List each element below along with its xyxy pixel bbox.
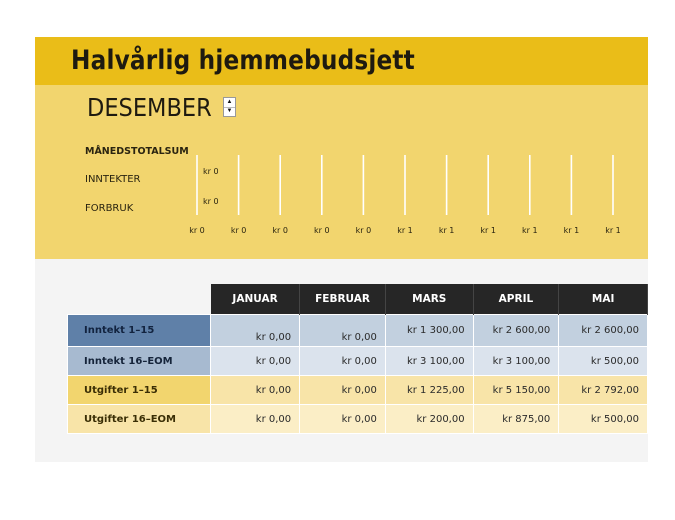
- x-tick-label: kr 1: [564, 226, 580, 235]
- table-cell[interactable]: kr 2 600,00: [558, 314, 648, 347]
- table-cell[interactable]: kr 500,00: [558, 346, 648, 376]
- table-cell[interactable]: kr 2 792,00: [558, 375, 648, 405]
- table-cell[interactable]: kr 0,00: [210, 375, 301, 405]
- x-tick-label: kr 0: [272, 226, 288, 235]
- x-tick-label: kr 1: [605, 226, 621, 235]
- spinner-up-icon[interactable]: ▲: [224, 98, 235, 108]
- table-cell[interactable]: kr 0,00: [299, 375, 386, 405]
- table-cell[interactable]: kr 200,00: [384, 404, 474, 434]
- summary-chart: kr 0 kr 0 kr 0 kr 0 kr 0 kr 1 kr 1 kr 1 kr 1 kr 1…: [189, 155, 621, 235]
- x-tick-label: kr 0: [356, 226, 372, 235]
- corner-cell: [68, 284, 211, 315]
- table-cell[interactable]: kr 0,00: [210, 404, 301, 434]
- table-row: Inntekt 16–EOM kr 0,00 kr 0,00 kr 3 100,…: [66, 346, 648, 376]
- table-cell[interactable]: kr 5 150,00: [472, 375, 560, 405]
- column-header-february[interactable]: FEBRUAR: [299, 284, 386, 315]
- x-tick-label: kr 1: [522, 226, 538, 235]
- table-cell[interactable]: kr 0,00: [299, 404, 386, 434]
- table-cell[interactable]: kr 3 100,00: [472, 346, 560, 376]
- table-row: Utgifter 16–EOM kr 0,00 kr 0,00 kr 200,0…: [66, 404, 648, 434]
- summary-heading: MÅNEDSTOTALSUM: [85, 146, 189, 157]
- table-cell[interactable]: kr 2 600,00: [472, 314, 560, 347]
- budget-table: JANUAR FEBRUAR MARS APRIL MAI Inntekt 1–…: [66, 284, 648, 434]
- budget-sheet: Halvårlig hjemmebudsjett DESEMBER ▲ ▼ MÅ…: [35, 37, 648, 462]
- row-label-expenses-16-eom[interactable]: Utgifter 16–EOM: [66, 404, 212, 434]
- table-row: Utgifter 1–15 kr 0,00 kr 0,00 kr 1 225,0…: [66, 375, 648, 405]
- x-tick-label: kr 0: [231, 226, 247, 235]
- spinner-down-icon[interactable]: ▼: [226, 108, 233, 114]
- month-spinner[interactable]: ▲ ▼: [223, 97, 236, 117]
- summary-band: [35, 85, 648, 259]
- row-label-income-16-eom[interactable]: Inntekt 16–EOM: [66, 346, 212, 376]
- column-header-may[interactable]: MAI: [558, 284, 648, 315]
- income-label: INNTEKTER: [85, 174, 141, 185]
- table-cell[interactable]: kr 1 225,00: [384, 375, 474, 405]
- x-tick-label: kr 0: [314, 226, 330, 235]
- column-header-january[interactable]: JANUAR: [210, 284, 301, 315]
- row-label-income-1-15[interactable]: Inntekt 1–15: [66, 314, 212, 347]
- selected-month[interactable]: DESEMBER: [87, 93, 212, 122]
- table-area: JANUAR FEBRUAR MARS APRIL MAI Inntekt 1–…: [35, 259, 648, 462]
- x-tick-label: kr 1: [397, 226, 413, 235]
- x-tick-label: kr 1: [480, 226, 496, 235]
- row-label-expenses-1-15[interactable]: Utgifter 1–15: [66, 375, 212, 405]
- table-cell[interactable]: kr 500,00: [558, 404, 648, 434]
- x-tick-label: kr 1: [439, 226, 455, 235]
- column-header-april[interactable]: APRIL: [473, 284, 560, 315]
- title-band: Halvårlig hjemmebudsjett: [35, 37, 648, 85]
- table-cell[interactable]: kr 0,00: [299, 346, 386, 376]
- x-tick-label: kr 0: [189, 226, 205, 235]
- page-title: Halvårlig hjemmebudsjett: [71, 45, 415, 76]
- data-label: kr 0: [203, 167, 219, 176]
- column-header-march[interactable]: MARS: [385, 284, 474, 315]
- table-cell[interactable]: kr 0,00: [299, 314, 386, 347]
- table-cell[interactable]: kr 0,00: [210, 314, 301, 347]
- data-label: kr 0: [203, 197, 219, 206]
- table-cell[interactable]: kr 3 100,00: [384, 346, 474, 376]
- table-cell[interactable]: kr 1 300,00: [384, 314, 474, 347]
- table-cell[interactable]: kr 0,00: [210, 346, 301, 376]
- table-cell[interactable]: kr 875,00: [472, 404, 560, 434]
- table-row: Inntekt 1–15 kr 0,00 kr 0,00 kr 1 300,00…: [66, 314, 648, 347]
- expense-label: FORBRUK: [85, 203, 134, 214]
